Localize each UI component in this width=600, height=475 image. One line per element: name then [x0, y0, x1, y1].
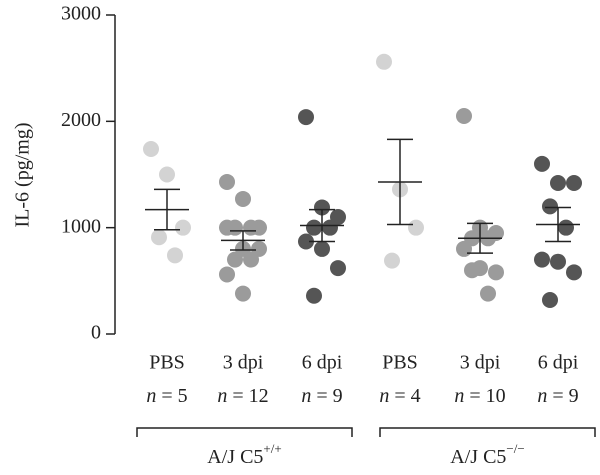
error-bar — [387, 138, 413, 226]
data-point — [480, 285, 496, 302]
data-point — [550, 253, 566, 270]
sample-size: n = 4 — [379, 385, 420, 407]
data-point — [330, 260, 346, 277]
x-tick-label: 6 dpi — [538, 352, 579, 374]
sample-size: n = 9 — [301, 385, 342, 407]
x-tick-label: PBS — [382, 352, 418, 374]
data-point — [298, 109, 314, 126]
data-point — [167, 247, 183, 264]
data-point — [227, 251, 243, 268]
group-name: A/J C5 — [450, 446, 506, 468]
sample-size: n = 5 — [146, 385, 187, 407]
data-point — [322, 219, 338, 236]
group-superscript: −/− — [506, 441, 524, 456]
y-tick-label: 1000 — [61, 215, 101, 237]
sample-count: = 5 — [161, 385, 187, 407]
sample-symbol: n — [379, 385, 389, 407]
data-point — [243, 251, 259, 268]
sample-count: = 12 — [232, 385, 268, 407]
sample-symbol: n — [217, 385, 227, 407]
y-axis-label: IL-6 (pg/mg) — [12, 123, 34, 228]
data-point — [464, 262, 480, 279]
sample-size: n = 9 — [537, 385, 578, 407]
data-point — [314, 240, 330, 257]
y-tick-label: 3000 — [61, 3, 101, 25]
error-bar — [545, 206, 571, 243]
data-point — [456, 108, 472, 125]
sample-count: = 4 — [394, 385, 420, 407]
data-point — [408, 219, 424, 236]
data-point — [143, 140, 159, 157]
group-label: A/J C5+/+ — [207, 441, 281, 468]
data-point — [159, 166, 175, 183]
data-point — [243, 219, 259, 236]
data-point — [235, 285, 251, 302]
data-point — [456, 240, 472, 257]
data-point — [534, 155, 550, 172]
data-point — [566, 175, 582, 192]
data-point — [542, 198, 558, 215]
data-point — [306, 287, 322, 304]
y-tick-label: 0 — [91, 322, 101, 344]
error-bar — [309, 208, 335, 243]
sample-size: n = 12 — [217, 385, 268, 407]
group-bracket — [379, 427, 596, 437]
data-point — [306, 219, 322, 236]
sample-size: n = 10 — [454, 385, 505, 407]
error-bar — [154, 188, 180, 231]
sample-symbol: n — [537, 385, 547, 407]
data-point — [151, 229, 167, 246]
data-point — [376, 53, 392, 70]
x-tick-label: 3 dpi — [460, 352, 501, 374]
x-tick-label: PBS — [149, 352, 185, 374]
data-point — [384, 252, 400, 269]
data-point — [298, 233, 314, 250]
x-tick-label: 3 dpi — [223, 352, 264, 374]
data-point — [219, 219, 235, 236]
sample-symbol: n — [146, 385, 156, 407]
sample-symbol: n — [454, 385, 464, 407]
data-point — [566, 264, 582, 281]
sample-count: = 10 — [469, 385, 505, 407]
y-tick-label: 2000 — [61, 109, 101, 131]
data-point — [558, 219, 574, 236]
error-bar — [467, 222, 493, 254]
data-point — [219, 173, 235, 190]
group-name: A/J C5 — [207, 446, 263, 468]
group-superscript: +/+ — [263, 441, 281, 456]
x-tick-label: 6 dpi — [302, 352, 343, 374]
data-point — [488, 264, 504, 281]
data-point — [175, 219, 191, 236]
data-point — [542, 291, 558, 308]
data-point — [314, 199, 330, 216]
sample-count: = 9 — [552, 385, 578, 407]
sample-symbol: n — [301, 385, 311, 407]
data-point — [534, 251, 550, 268]
group-bracket — [136, 427, 353, 437]
data-point — [219, 266, 235, 283]
data-point — [550, 175, 566, 192]
data-point — [235, 190, 251, 207]
error-bar — [230, 230, 256, 251]
sample-count: = 9 — [316, 385, 342, 407]
group-label: A/J C5−/− — [450, 441, 524, 468]
